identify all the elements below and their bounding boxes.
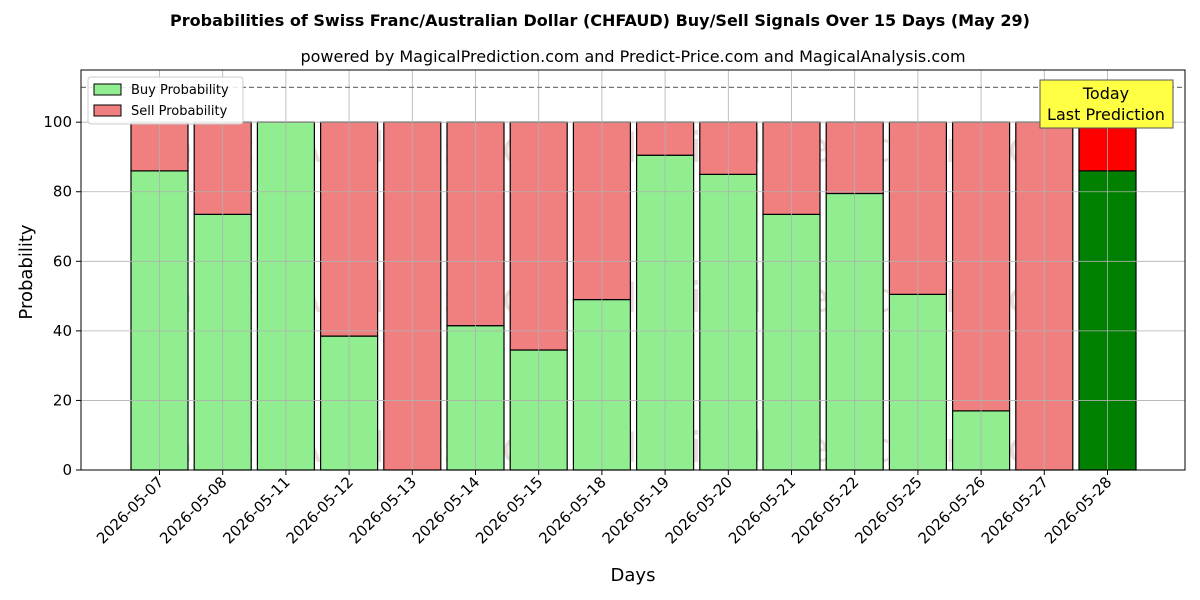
x-tick-label: 2026-05-26	[915, 473, 989, 547]
x-tick-label: 2026-05-21	[725, 473, 799, 547]
plot-frame	[80, 69, 1186, 471]
legend: Buy Probability Sell Probability	[87, 76, 244, 125]
chart-title: Probabilities of Swiss Franc/Australian …	[170, 11, 1030, 30]
y-tick-label: 100	[43, 113, 72, 131]
y-tick-label: 0	[62, 461, 72, 479]
x-axis-label: Days	[611, 565, 656, 586]
plot-area: MagicalAnalysis.comMagicalPrediction.com…	[43, 69, 1186, 547]
x-tick-label: 2026-05-08	[156, 473, 230, 547]
y-tick-label: 40	[53, 322, 72, 340]
legend-label: Buy Probability	[131, 83, 229, 98]
x-tick-label: 2026-05-25	[851, 473, 925, 547]
x-tick-label: 2026-05-07	[93, 473, 167, 547]
legend-swatch	[93, 83, 122, 96]
legend-swatch	[93, 104, 122, 117]
last-prediction-label: Last Prediction	[1047, 105, 1165, 124]
x-tick-label: 2026-05-11	[219, 473, 293, 547]
x-tick-label: 2026-05-28	[1041, 473, 1115, 547]
y-axis-label: Probability	[16, 224, 37, 319]
y-tick-label: 60	[53, 252, 72, 270]
today-box	[1039, 79, 1174, 129]
chart-subtitle: powered by MagicalPrediction.com and Pre…	[300, 47, 965, 66]
x-tick-label: 2026-05-15	[472, 473, 546, 547]
today-label: Today	[1082, 84, 1129, 103]
x-tick-label: 2026-05-12	[283, 473, 357, 547]
x-tick-label: 2026-05-20	[662, 473, 736, 547]
x-tick-label: 2026-05-19	[599, 473, 673, 547]
legend-label: Sell Probability	[131, 104, 228, 119]
x-tick-label: 2026-05-13	[346, 473, 420, 547]
y-tick-label: 80	[53, 183, 72, 201]
today-annotation: Today Last Prediction	[1039, 79, 1174, 129]
x-tick-label: 2026-05-27	[978, 473, 1052, 547]
x-tick-label: 2026-05-18	[535, 473, 609, 547]
legend-box	[87, 76, 244, 125]
x-tick-label: 2026-05-22	[788, 473, 862, 547]
y-tick-label: 20	[53, 391, 72, 409]
x-tick-label: 2026-05-14	[409, 473, 483, 547]
